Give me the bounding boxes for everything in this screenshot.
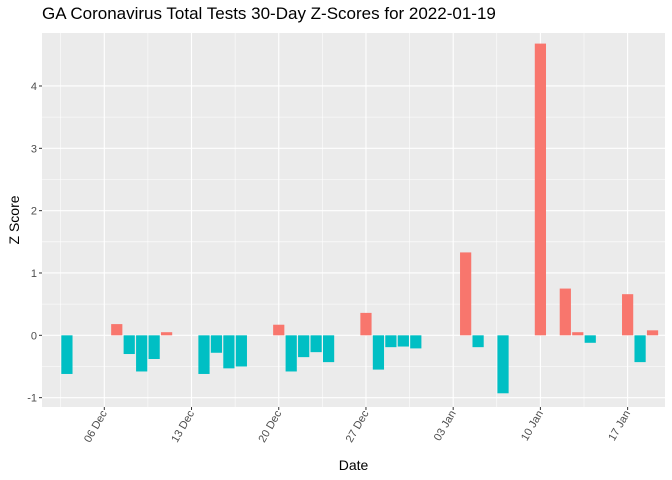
plot-panel <box>42 33 665 407</box>
y-tick-label: 4 <box>31 81 37 93</box>
bar <box>123 335 135 355</box>
bar <box>572 332 584 336</box>
x-tick-label: 10 Jan <box>519 409 546 444</box>
bar <box>285 335 297 372</box>
bar <box>273 324 285 336</box>
y-tick-label: 3 <box>31 143 37 155</box>
y-tick-label: -1 <box>27 393 37 405</box>
bar <box>534 43 547 336</box>
bar <box>634 335 646 363</box>
bar <box>310 335 322 353</box>
x-tick-label: 20 Dec <box>257 408 285 445</box>
bar <box>235 335 247 367</box>
y-tick-label: 0 <box>31 330 37 342</box>
bar <box>397 335 409 347</box>
bar <box>360 312 372 336</box>
bar <box>111 324 123 336</box>
bar <box>584 335 596 343</box>
x-tick-label: 13 Dec <box>169 408 197 445</box>
bar <box>198 335 210 374</box>
x-tick-label: 06 Dec <box>82 408 110 445</box>
bar <box>460 252 472 336</box>
x-tick-label: 17 Jan <box>606 409 633 444</box>
x-axis-title: Date <box>339 457 369 473</box>
bar <box>210 335 223 353</box>
bar <box>160 332 173 336</box>
bar <box>372 335 385 370</box>
bar <box>136 335 148 372</box>
bar <box>472 335 484 348</box>
y-tick-label: 1 <box>31 268 37 280</box>
bar <box>646 330 659 336</box>
bar <box>622 294 634 336</box>
bar <box>559 288 571 336</box>
bar <box>223 335 235 369</box>
bar <box>497 335 509 394</box>
bar <box>322 335 335 363</box>
bar <box>410 335 422 349</box>
y-axis-title: Z Score <box>6 195 22 244</box>
bar <box>148 335 160 360</box>
bar <box>385 335 397 348</box>
x-tick-label: 27 Dec <box>344 408 372 445</box>
bar <box>298 335 310 358</box>
chart-title: GA Coronavirus Total Tests 30-Day Z-Scor… <box>42 4 496 23</box>
x-tick-label: 03 Jan <box>432 409 459 444</box>
bar <box>61 335 73 374</box>
y-tick-label: 2 <box>31 206 37 218</box>
